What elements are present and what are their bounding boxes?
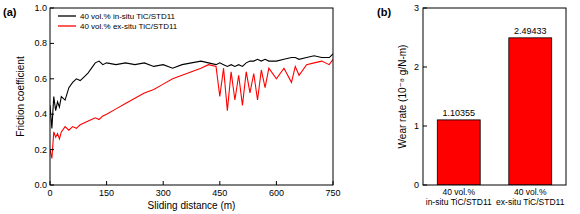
y-tick-label: 1 xyxy=(414,121,419,131)
data-label: 2.49433 xyxy=(514,26,547,36)
y-tick xyxy=(423,67,427,68)
x-tick-label: 150 xyxy=(99,188,114,198)
y-tick xyxy=(423,126,427,127)
frame xyxy=(423,8,566,185)
y-tick xyxy=(50,149,54,150)
y-tick-label: 3 xyxy=(414,3,419,13)
y-tick-label: 0.2 xyxy=(34,145,47,155)
x-tick-label: 0 xyxy=(47,188,52,198)
x-tick xyxy=(276,181,277,185)
y-tick xyxy=(50,43,54,44)
y-tick-label: 0 xyxy=(414,180,419,190)
bars xyxy=(437,38,551,185)
y-tick xyxy=(50,8,54,9)
y-axis-title: Friction coefficient xyxy=(15,56,26,137)
x-tick xyxy=(219,181,220,185)
data-label: 1.10355 xyxy=(442,108,475,118)
legend-label: 40 vol.% ex-situ TiC/STD11 xyxy=(80,22,178,31)
legend-swatch xyxy=(58,15,76,16)
y-tick xyxy=(423,185,427,186)
line xyxy=(50,54,333,128)
bar xyxy=(437,120,480,185)
x-tick-label: 300 xyxy=(156,188,171,198)
panel-label: (a) xyxy=(3,6,17,18)
x-tick xyxy=(163,181,164,185)
y-axis-title: Wear rate (10⁻⁸ g/N-m) xyxy=(397,45,408,149)
y-tick xyxy=(50,185,54,186)
y-tick-label: 0.8 xyxy=(34,38,47,48)
y-tick-label: 0.4 xyxy=(34,109,47,119)
x-tick-label: 600 xyxy=(269,188,284,198)
text-line: ex-situ TiC/STD11 xyxy=(496,197,565,207)
legend: 40 vol.% in-situ TiC/STD1140 vol.% ex-si… xyxy=(58,12,178,31)
x-axis-title: Sliding distance (m) xyxy=(148,200,236,211)
y-tick-label: 0.0 xyxy=(34,180,47,190)
y-tick xyxy=(50,78,54,79)
x-tick-label: 450 xyxy=(212,188,227,198)
x-tick xyxy=(50,181,51,185)
x-tick-label: 40 vol.%in-situ TiC/STD11 xyxy=(426,187,492,207)
text-line: 40 vol.% xyxy=(514,187,547,197)
text-line: in-situ TiC/STD11 xyxy=(426,197,492,207)
panel-label: (b) xyxy=(377,6,391,18)
line xyxy=(50,59,333,158)
y-tick-label: 1.0 xyxy=(34,3,47,13)
y-tick-label: 2 xyxy=(414,62,419,72)
x-tick xyxy=(106,181,107,185)
x-tick-label: 40 vol.%ex-situ TiC/STD11 xyxy=(496,187,565,207)
legend-swatch xyxy=(58,25,76,26)
figure: 0 150 300 450 600 750 0.0 0.2 0.4 0.6 0.8 1.0 Slidin… xyxy=(0,0,580,214)
y-tick xyxy=(50,114,54,115)
x-tick-label: 750 xyxy=(325,188,340,198)
frame xyxy=(50,8,333,185)
plot-lines xyxy=(50,54,333,158)
text-line: 40 vol.% xyxy=(442,187,475,197)
legend-label: 40 vol.% in-situ TiC/STD11 xyxy=(80,12,176,21)
y-tick-label: 0.6 xyxy=(34,74,47,84)
bar xyxy=(509,38,552,185)
x-tick xyxy=(333,181,334,185)
y-tick xyxy=(423,8,427,9)
